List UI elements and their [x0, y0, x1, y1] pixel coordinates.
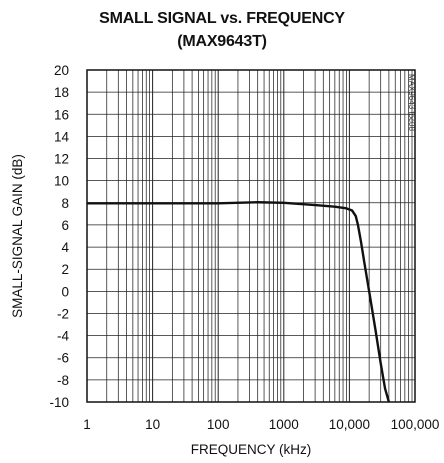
- y-tick-label: 14: [54, 129, 70, 144]
- y-tick-label: 6: [61, 218, 69, 233]
- y-tick-label: 20: [54, 63, 69, 78]
- y-tick-label: 0: [61, 284, 69, 299]
- y-tick-label: -6: [57, 351, 69, 366]
- x-tick-label: 10: [145, 417, 160, 432]
- y-tick-label: 18: [54, 85, 69, 100]
- y-tick-label: -2: [57, 306, 69, 321]
- y-tick-label: 10: [54, 174, 69, 189]
- x-tick-label: 1000: [269, 417, 299, 432]
- x-tick-label: 10,000: [329, 417, 370, 432]
- y-tick-label: 12: [54, 152, 69, 167]
- y-axis-label: SMALL-SIGNAL GAIN (dB): [10, 154, 25, 318]
- y-tick-label: 4: [61, 240, 69, 255]
- y-tick-label: 16: [54, 107, 69, 122]
- x-axis-ticks: 1 10 100 1000 10,000 100,000: [83, 417, 439, 432]
- chart-subtitle: (MAX9643T): [177, 33, 267, 50]
- y-tick-label: 2: [61, 262, 69, 277]
- figure-code: MAX9643 toc08: [407, 74, 416, 131]
- x-tick-label: 100: [207, 417, 230, 432]
- y-tick-label: -4: [57, 329, 69, 344]
- plot-frame: [86, 69, 416, 403]
- y-tick-label: -8: [57, 373, 69, 388]
- y-tick-label: -10: [49, 395, 69, 410]
- series-line: [87, 201, 391, 403]
- x-tick-label: 100,000: [391, 417, 440, 432]
- y-tick-label: 8: [61, 196, 69, 211]
- grid: [87, 70, 415, 402]
- x-tick-label: 1: [83, 417, 91, 432]
- x-axis-label: FREQUENCY (kHz): [191, 442, 312, 457]
- chart-title: SMALL SIGNAL vs. FREQUENCY: [99, 10, 345, 27]
- series-lines: [87, 201, 391, 403]
